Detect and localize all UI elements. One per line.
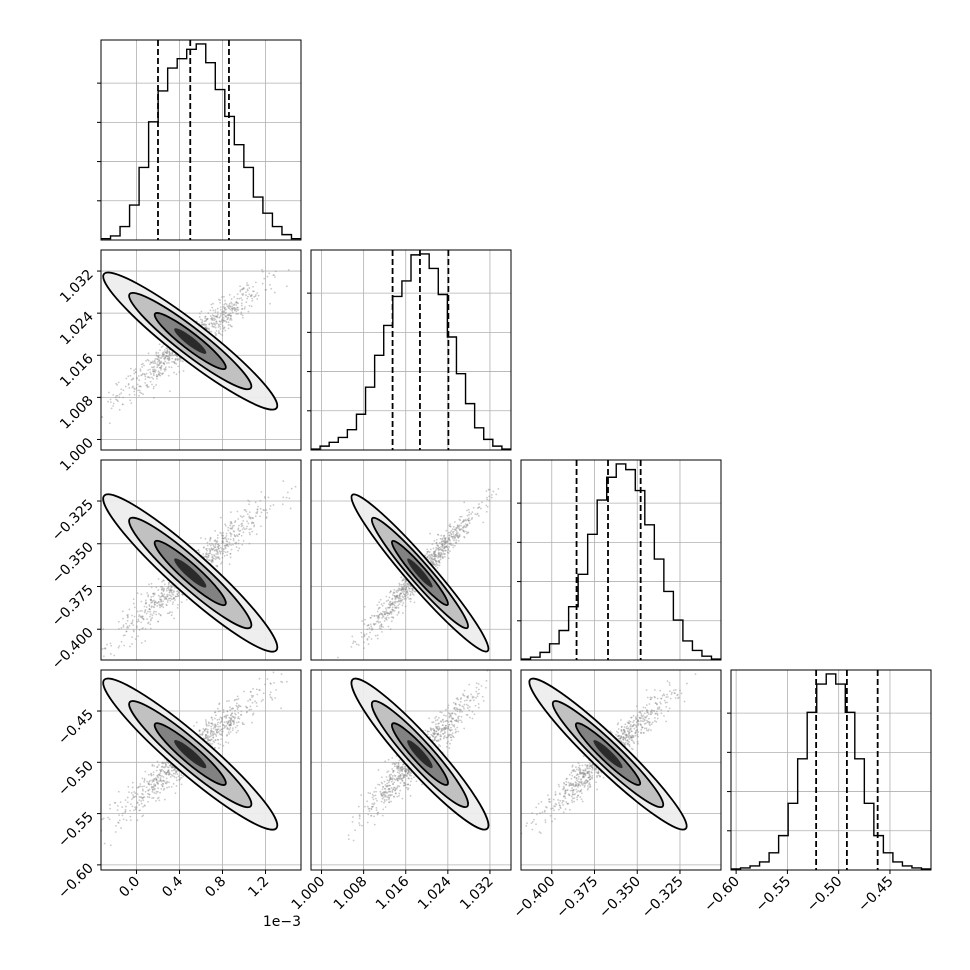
x-tick-label: −0.50 xyxy=(804,874,846,916)
x-tick-label: −0.350 xyxy=(596,874,644,922)
panel-0-0 xyxy=(97,39,302,241)
histogram-steps xyxy=(311,253,511,450)
panel-2-0: −0.400−0.375−0.350−0.325 xyxy=(49,459,302,673)
panel-frame xyxy=(100,459,302,661)
x-tick-label: 0.4 xyxy=(159,873,186,900)
panel-3-1: 1.000 1.008 1.016 1.024 1.032 xyxy=(289,669,512,914)
panel-3-2: −0.400−0.375−0.350−0.325 xyxy=(511,669,722,922)
panel-frame xyxy=(100,669,302,871)
x-tick-label: 1.2 xyxy=(245,874,272,901)
density-core xyxy=(174,558,207,588)
panel-frame xyxy=(310,459,512,661)
x-tick-label: 0.8 xyxy=(202,874,229,901)
panel-frame xyxy=(100,249,302,451)
y-tick-label: −0.350 xyxy=(49,539,97,587)
density-core xyxy=(407,740,433,769)
y-tick-label: −0.50 xyxy=(55,758,97,800)
panel-frame xyxy=(520,459,722,661)
y-tick-label: −0.55 xyxy=(55,809,97,851)
y-tick-label: −0.325 xyxy=(49,497,97,545)
x-tick-label: −0.55 xyxy=(753,874,795,916)
y-tick-label: −0.45 xyxy=(55,707,97,749)
sample-points xyxy=(101,480,297,658)
histogram-steps xyxy=(101,43,301,240)
panel-2-1 xyxy=(310,459,512,661)
panel-frame xyxy=(730,669,932,871)
x-tick-label: 1.008 xyxy=(331,874,371,914)
x-tick-label: −0.325 xyxy=(639,874,687,922)
density-core xyxy=(174,740,207,769)
y-tick-label: −0.60 xyxy=(55,860,97,902)
density-core xyxy=(593,740,623,769)
x-tick-label: −0.400 xyxy=(511,874,559,922)
x-tick-label: 1.016 xyxy=(373,873,413,913)
panel-frame xyxy=(100,39,302,241)
x-tick-label: 1.024 xyxy=(415,873,455,913)
panel-frame xyxy=(520,669,722,871)
panel-frame xyxy=(310,249,512,451)
y-tick-label: −0.375 xyxy=(49,582,97,630)
panel-frame xyxy=(310,669,512,871)
x-tick-label: −0.375 xyxy=(553,874,601,922)
y-tick-label: 1.008 xyxy=(57,393,97,433)
histogram-steps xyxy=(731,673,931,870)
x-tick-label: 1.000 xyxy=(289,874,329,914)
panel-3-0: 0.0 0.4 0.8 1.2 1e−3 −0.60 −0.55 −0.50 −0.45 xyxy=(55,669,302,930)
y-tick-label: −0.400 xyxy=(49,625,97,673)
x-tick-label: 0.0 xyxy=(116,874,143,901)
x-tick-label: 1.032 xyxy=(457,874,497,914)
x-tick-label: −0.60 xyxy=(701,874,743,916)
density-core xyxy=(407,558,433,588)
panel-2-2 xyxy=(517,459,722,661)
y-tick-label: 1.032 xyxy=(57,267,97,307)
histogram-steps xyxy=(521,463,721,660)
x-tick-label: −0.45 xyxy=(855,874,897,916)
x-offset-label: 1e−3 xyxy=(263,914,301,930)
y-tick-label: 1.000 xyxy=(57,435,97,475)
panel-1-1 xyxy=(307,249,512,451)
sample-points xyxy=(101,671,288,847)
density-core xyxy=(174,328,207,354)
y-tick-label: 1.024 xyxy=(57,309,97,349)
y-tick-label: 1.016 xyxy=(57,351,97,391)
panel-3-3: −0.60 −0.55 −0.50 −0.45 xyxy=(701,669,932,916)
